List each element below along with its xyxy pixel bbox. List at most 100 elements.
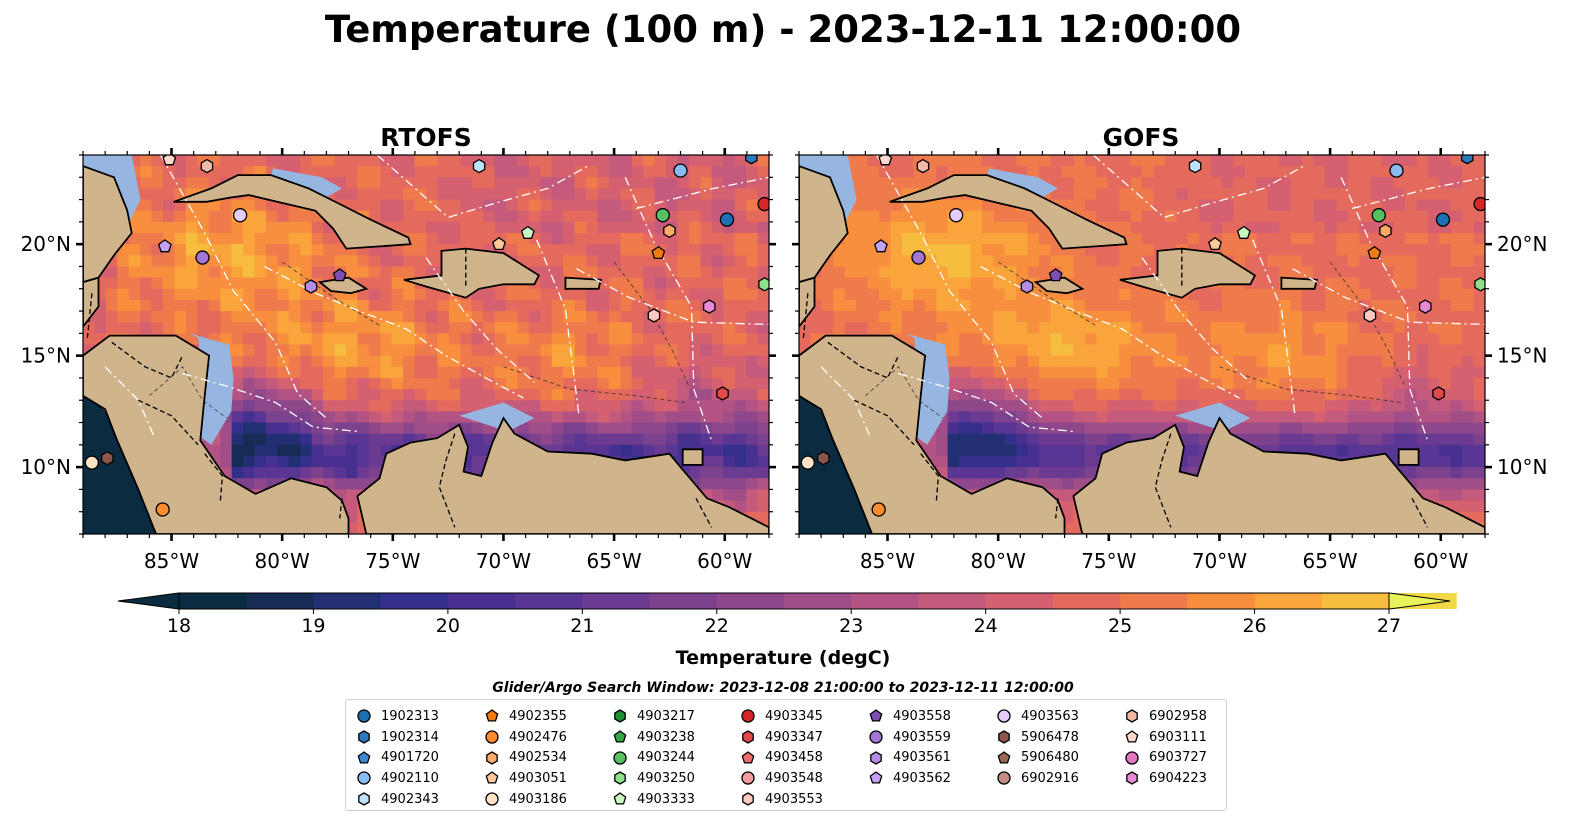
float-marker-1902313 (1435, 212, 1451, 227)
legend-column: 1902313 1902314 4901720 4902110 4902343 (356, 706, 439, 809)
country-border (695, 497, 713, 528)
legend-marker-4902355 (485, 709, 499, 722)
legend-label: 6903727 (1149, 750, 1207, 766)
eez-boundary (425, 257, 535, 383)
x-tick-label: 75°W (365, 549, 420, 573)
legend-column: 4903217 4903238 4903244 4903250 4903333 (612, 706, 695, 809)
y-tick-label: 20°N (21, 232, 71, 256)
float-marker-4903217 (1302, 126, 1313, 139)
legend-marker-1902314 (358, 730, 370, 744)
circle-marker-icon (1125, 751, 1139, 765)
country-border (827, 341, 900, 379)
float-marker-4903051 (1208, 236, 1222, 251)
colorbar-segment (851, 593, 919, 609)
legend-item: 1902314 (356, 727, 439, 748)
eez-boundary (1252, 239, 1296, 414)
colorbar-tick-label: 23 (839, 615, 863, 637)
y-tick-label: 15°N (21, 344, 71, 368)
pentagon-marker-icon (741, 750, 755, 764)
float-marker-6902958 (916, 158, 930, 174)
legend-label: 5906480 (1021, 750, 1079, 766)
country-border (1411, 497, 1429, 528)
eez-boundary (536, 239, 580, 414)
colorbar-segment (918, 593, 987, 609)
float-marker-4903458 (1346, 126, 1358, 138)
legend-item: 4903238 (612, 727, 695, 748)
pentagon-marker-icon (613, 792, 627, 805)
float-marker-4903562 (157, 239, 172, 253)
float-marker-4902343 (1188, 158, 1202, 174)
hexagon-marker-icon (486, 750, 498, 765)
depth-contour (1219, 366, 1401, 403)
panel-title-rtofs: RTOFS (380, 123, 472, 152)
float-marker-6904223 (1418, 299, 1432, 314)
legend-label: 6902958 (1149, 708, 1207, 724)
legend-marker-4903562 (869, 771, 883, 784)
figure-title: Temperature (100 m) - 2023-12-11 12:00:0… (325, 8, 1241, 51)
legend-label: 4902534 (509, 750, 567, 766)
legend-marker-4903238 (613, 730, 627, 743)
legend-marker-4903548 (741, 771, 755, 786)
legend-label: 4903051 (509, 770, 567, 786)
map-panel-gofs: 85°W 80°W 75°W 70°W 65°W 60°W 10°N 15°N 20°N (792, 126, 1547, 573)
float-marker-4903250 (1474, 277, 1485, 292)
legend-column: 4903345 4903347 4903458 4903548 4903553 (740, 706, 823, 809)
legend-item: 4903558 (868, 706, 951, 727)
legend-marker-4901720 (357, 750, 371, 764)
circle-marker-icon (741, 709, 755, 723)
eez-boundary (898, 372, 1074, 433)
eez-boundary (980, 265, 1240, 399)
legend-column: 4903558 4903559 4903561 4903562 (868, 706, 951, 789)
colorbar-tick-label: 26 (1242, 615, 1266, 637)
legend-item: 4903562 (868, 768, 951, 789)
float-marker-4903558 (1048, 268, 1063, 282)
colorbar: 18 19 20 21 22 23 24 25 26 27 (117, 592, 1457, 637)
legend-label: 4903553 (765, 791, 823, 807)
legend-item: 6902916 (996, 768, 1079, 789)
legend-item: 4901720 (356, 747, 439, 768)
colorbar-tick-label: 19 (301, 615, 325, 637)
legend-marker-4903186 (485, 792, 499, 806)
depth-contour (865, 366, 944, 419)
legend-item: 4903347 (740, 727, 823, 748)
legend-label: 4903562 (893, 770, 951, 786)
float-marker-4903553 (1363, 308, 1377, 323)
land-mass (889, 174, 1128, 250)
x-tick-label: 70°W (476, 549, 531, 573)
eez-boundary (1092, 155, 1304, 219)
colorbar-tick-label: 22 (705, 615, 729, 637)
legend-marker-4903553 (742, 792, 754, 806)
colorbar-segment (179, 593, 247, 609)
legend-item: 4903553 (740, 789, 823, 810)
legend-item: 4903345 (740, 706, 823, 727)
legend-marker-4903333 (613, 792, 627, 805)
eez-boundary (376, 155, 588, 219)
float-marker-4902476 (871, 502, 886, 517)
legend-marker-5906480 (997, 750, 1011, 764)
circle-marker-icon (357, 771, 371, 786)
float-marker-4903563 (232, 208, 248, 223)
eez-boundary (576, 268, 769, 326)
legend-marker-6903111 (1125, 730, 1139, 743)
float-marker-4903250 (758, 277, 769, 292)
eez-boundary (1352, 176, 1485, 210)
legend-item: 6902958 (1124, 706, 1207, 727)
x-tick-label: 65°W (1302, 549, 1357, 573)
land-mass (1397, 448, 1420, 466)
float-marker-4902476 (155, 502, 170, 517)
hexagon-marker-icon (742, 730, 754, 744)
legend-label: 4902110 (381, 770, 439, 786)
legend-label: 4903333 (637, 791, 695, 807)
legend-marker-4903217 (614, 709, 626, 724)
land-mass (1280, 276, 1318, 290)
legend-label: 4903238 (637, 729, 695, 745)
legend-item: 4903559 (868, 727, 951, 748)
float-marker-1902314 (1461, 155, 1474, 165)
hexagon-marker-icon (358, 792, 370, 806)
legend-item: 5906480 (996, 747, 1079, 768)
x-tick-label: 60°W (1413, 549, 1468, 573)
y-tick-label: 10°N (1497, 455, 1547, 479)
country-border (438, 433, 456, 528)
legend-marker-4903558 (869, 709, 883, 722)
eez-boundary (636, 176, 769, 210)
